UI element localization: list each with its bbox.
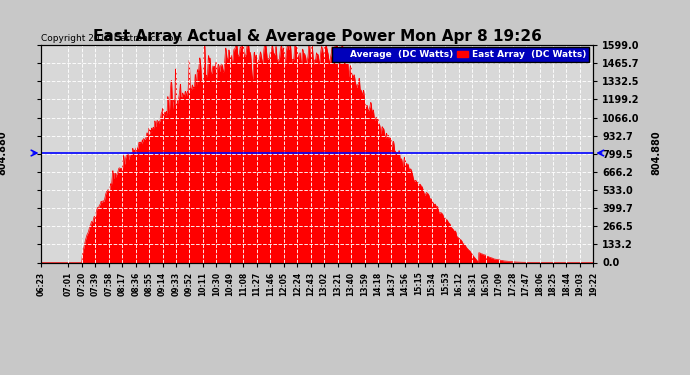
Text: Copyright 2019 Cartronics.com: Copyright 2019 Cartronics.com [41, 34, 183, 43]
Text: 804.880: 804.880 [0, 131, 8, 176]
Title: East Array Actual & Average Power Mon Apr 8 19:26: East Array Actual & Average Power Mon Ap… [93, 29, 542, 44]
Legend: Average  (DC Watts), East Array  (DC Watts): Average (DC Watts), East Array (DC Watts… [333, 47, 589, 62]
Text: 804.880: 804.880 [651, 131, 661, 176]
